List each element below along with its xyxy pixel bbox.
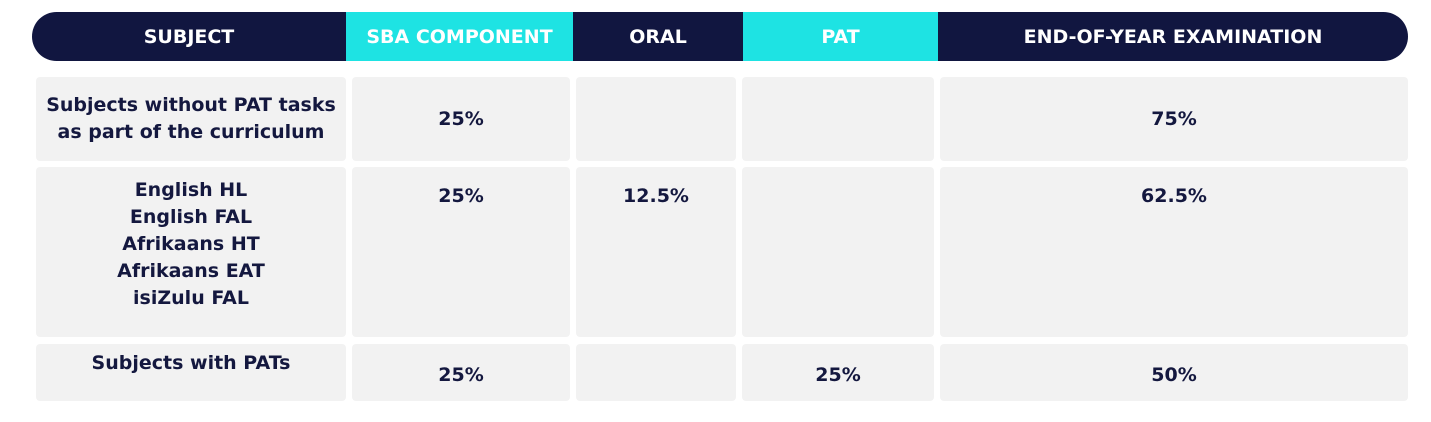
value-cell: 50% [940,344,1408,401]
subject-line: English HL [134,179,248,201]
cell-value: 25% [815,364,861,386]
cell-value: 62.5% [1141,185,1207,207]
cell-value: 25% [438,185,484,207]
value-cell: 25% [352,167,570,337]
value-cell: 62.5% [940,167,1408,337]
cell-value: 75% [1151,107,1197,130]
subject-line: Subjects without PAT tasks [46,94,336,116]
header-cell: END-OF-YEAR EXAMINATION [1023,25,1323,48]
cell-value: 25% [438,107,484,130]
subject-cell: Subjects with PATs [36,344,346,401]
cell-value: 12.5% [623,185,689,207]
subject-line: Subjects with PATs [91,352,291,374]
value-cell: 75% [940,77,1408,161]
value-cell [576,344,736,401]
value-cell: 25% [742,344,934,401]
subject-line: isiZulu FAL [133,287,249,309]
value-cell [742,77,934,161]
subject-line: Afrikaans HT [122,233,260,255]
cell-value: 25% [438,364,484,386]
value-cell [576,77,736,161]
header-cell: ORAL [629,25,687,48]
subject-line: as part of the curriculum [57,121,325,143]
header-cell: PAT [743,12,938,61]
header-cell: SBA COMPONENT [346,12,573,61]
subject-line: Afrikaans EAT [117,260,265,282]
subject-line: English FAL [129,206,253,228]
value-cell: 25% [352,77,570,161]
cell-value: 50% [1151,364,1197,386]
subject-cell: English HL English FAL Afrikaans HT Afrikaa… [36,167,346,337]
header-cell: SUBJECT [143,25,235,48]
header-bar [32,12,1408,61]
value-cell: 25% [352,344,570,401]
subject-cell: Subjects without PAT tasks as part of the… [36,77,346,161]
value-cell [742,167,934,337]
value-cell: 12.5% [576,167,736,337]
